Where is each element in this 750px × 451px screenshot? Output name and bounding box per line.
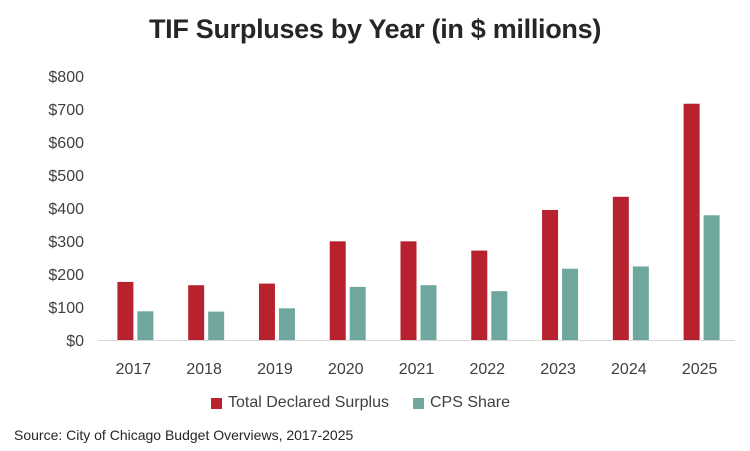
bar-total-declared-surplus	[471, 250, 488, 340]
bar-cps-share	[632, 266, 649, 340]
bar-total-declared-surplus	[400, 241, 417, 340]
y-tick-label: $100	[48, 300, 84, 317]
y-tick-label: $0	[66, 333, 84, 350]
y-tick-label: $500	[48, 168, 84, 185]
x-tick-label: 2018	[186, 361, 222, 378]
legend-label-total-declared-surplus: Total Declared Surplus	[228, 394, 389, 411]
bar-total-declared-surplus	[612, 196, 629, 340]
chart-legend: Total Declared Surplus CPS Share	[211, 394, 534, 412]
bar-cps-share	[208, 311, 225, 340]
bar-cps-share	[137, 311, 154, 340]
chart-title: TIF Surpluses by Year (in $ millions)	[148, 14, 602, 44]
x-tick-label: 2021	[399, 361, 435, 378]
bar-total-declared-surplus	[542, 209, 559, 340]
bar-total-declared-surplus	[258, 283, 275, 340]
source-note: Source: City of Chicago Budget Overviews…	[14, 427, 354, 443]
legend-label-cps-share: CPS Share	[429, 394, 511, 411]
x-tick-label: 2024	[611, 361, 647, 378]
x-tick-label: 2022	[469, 361, 505, 378]
y-tick-label: $600	[48, 135, 84, 152]
legend-item-cps-share: CPS Share	[412, 394, 511, 412]
bar-total-declared-surplus	[683, 103, 700, 340]
legend-item-total-declared-surplus: Total Declared Surplus	[211, 394, 389, 412]
x-tick-label: 2019	[257, 361, 293, 378]
bar-total-declared-surplus	[188, 285, 205, 340]
y-tick-label: $700	[48, 102, 84, 119]
bar-cps-share	[703, 215, 720, 340]
y-tick-label: $400	[48, 201, 84, 218]
y-tick-label: $300	[48, 234, 84, 251]
bar-total-declared-surplus	[329, 241, 346, 340]
bar-cps-share	[278, 308, 295, 340]
bar-cps-share	[491, 291, 508, 340]
legend-swatch-total-declared-surplus	[211, 397, 222, 409]
y-tick-label: $800	[48, 69, 84, 86]
x-tick-label: 2017	[116, 361, 152, 378]
bar-total-declared-surplus	[117, 281, 134, 340]
x-tick-label: 2025	[682, 361, 718, 378]
bar-cps-share	[349, 286, 366, 340]
x-tick-label: 2020	[328, 361, 364, 378]
legend-swatch-cps-share	[412, 397, 424, 409]
x-tick-label: 2023	[540, 361, 576, 378]
y-tick-label: $200	[48, 267, 84, 284]
bar-cps-share	[420, 285, 437, 340]
bar-cps-share	[562, 268, 579, 340]
